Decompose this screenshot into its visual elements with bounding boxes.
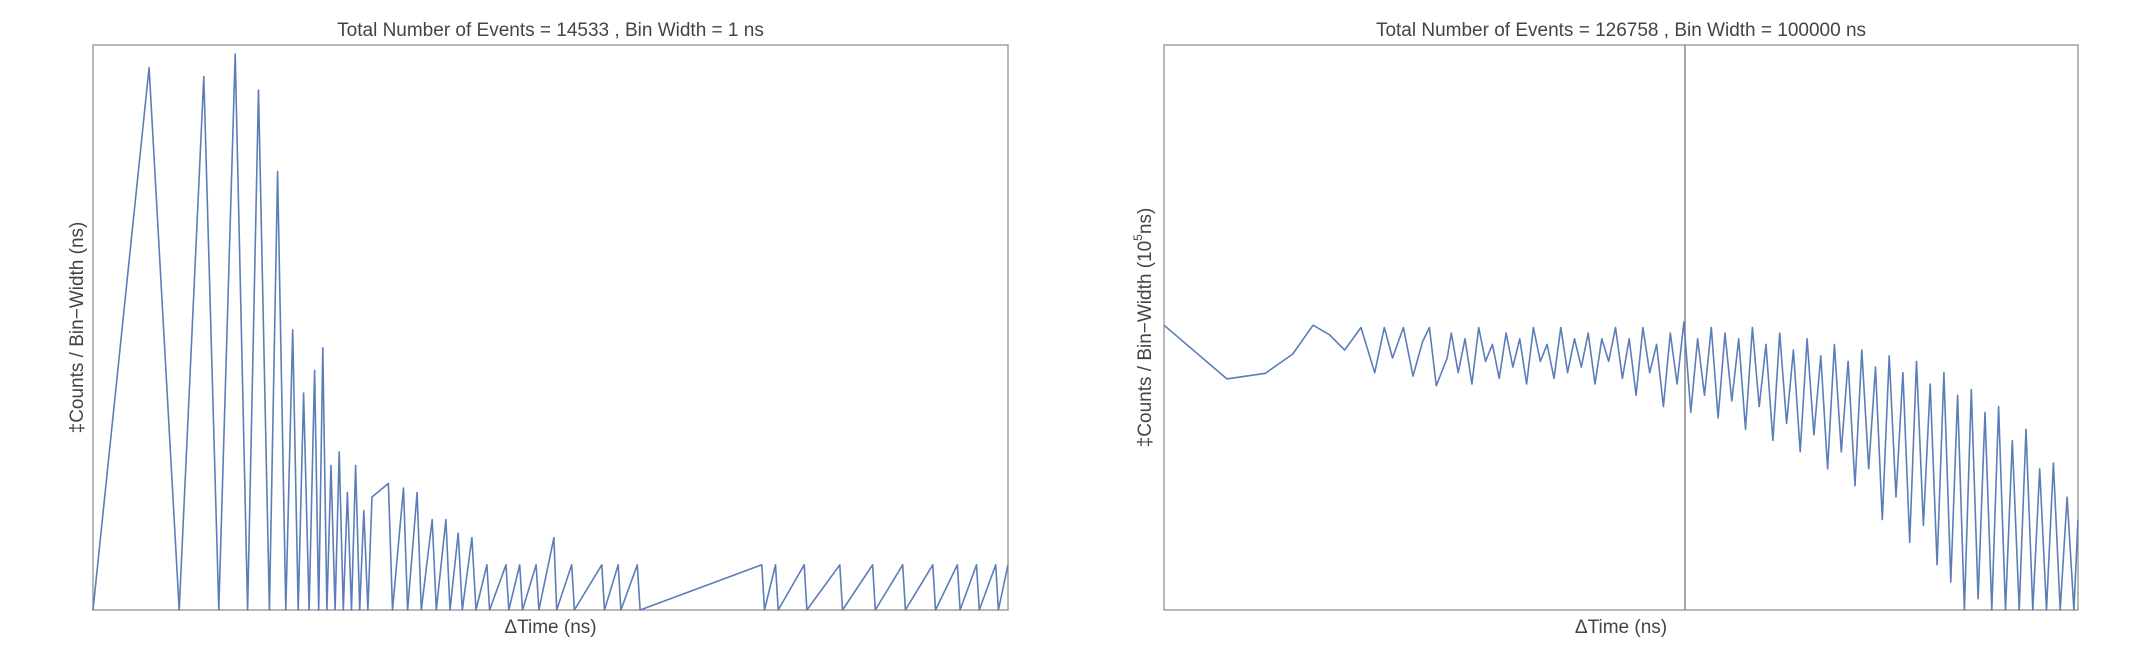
y-axis-label: ‡Counts / Bin−Width (ns) [67, 222, 88, 434]
chart-title: Total Number of Events = 126758 , Bin Wi… [1376, 20, 1866, 41]
chart-title: Total Number of Events = 14533 , Bin Wid… [337, 20, 764, 41]
plot-frame [1163, 44, 2079, 611]
x-axis-label: ΔTime (ns) [1575, 617, 1667, 638]
y-axis-label-part: ‡Counts / Bin−Width (10 [1135, 241, 1156, 447]
y-axis-label: ‡Counts / Bin−Width (105ns) [1131, 208, 1156, 448]
y-axis-label-part: 5 [1131, 234, 1145, 241]
x-axis-label: ΔTime (ns) [504, 617, 596, 638]
data-line [1163, 321, 2079, 611]
data-line [92, 53, 1009, 611]
y-axis-label-part: ‡Counts / Bin−Width (ns) [67, 222, 88, 434]
plot-frame [92, 44, 1009, 611]
y-axis-label-part: ns) [1135, 208, 1156, 234]
